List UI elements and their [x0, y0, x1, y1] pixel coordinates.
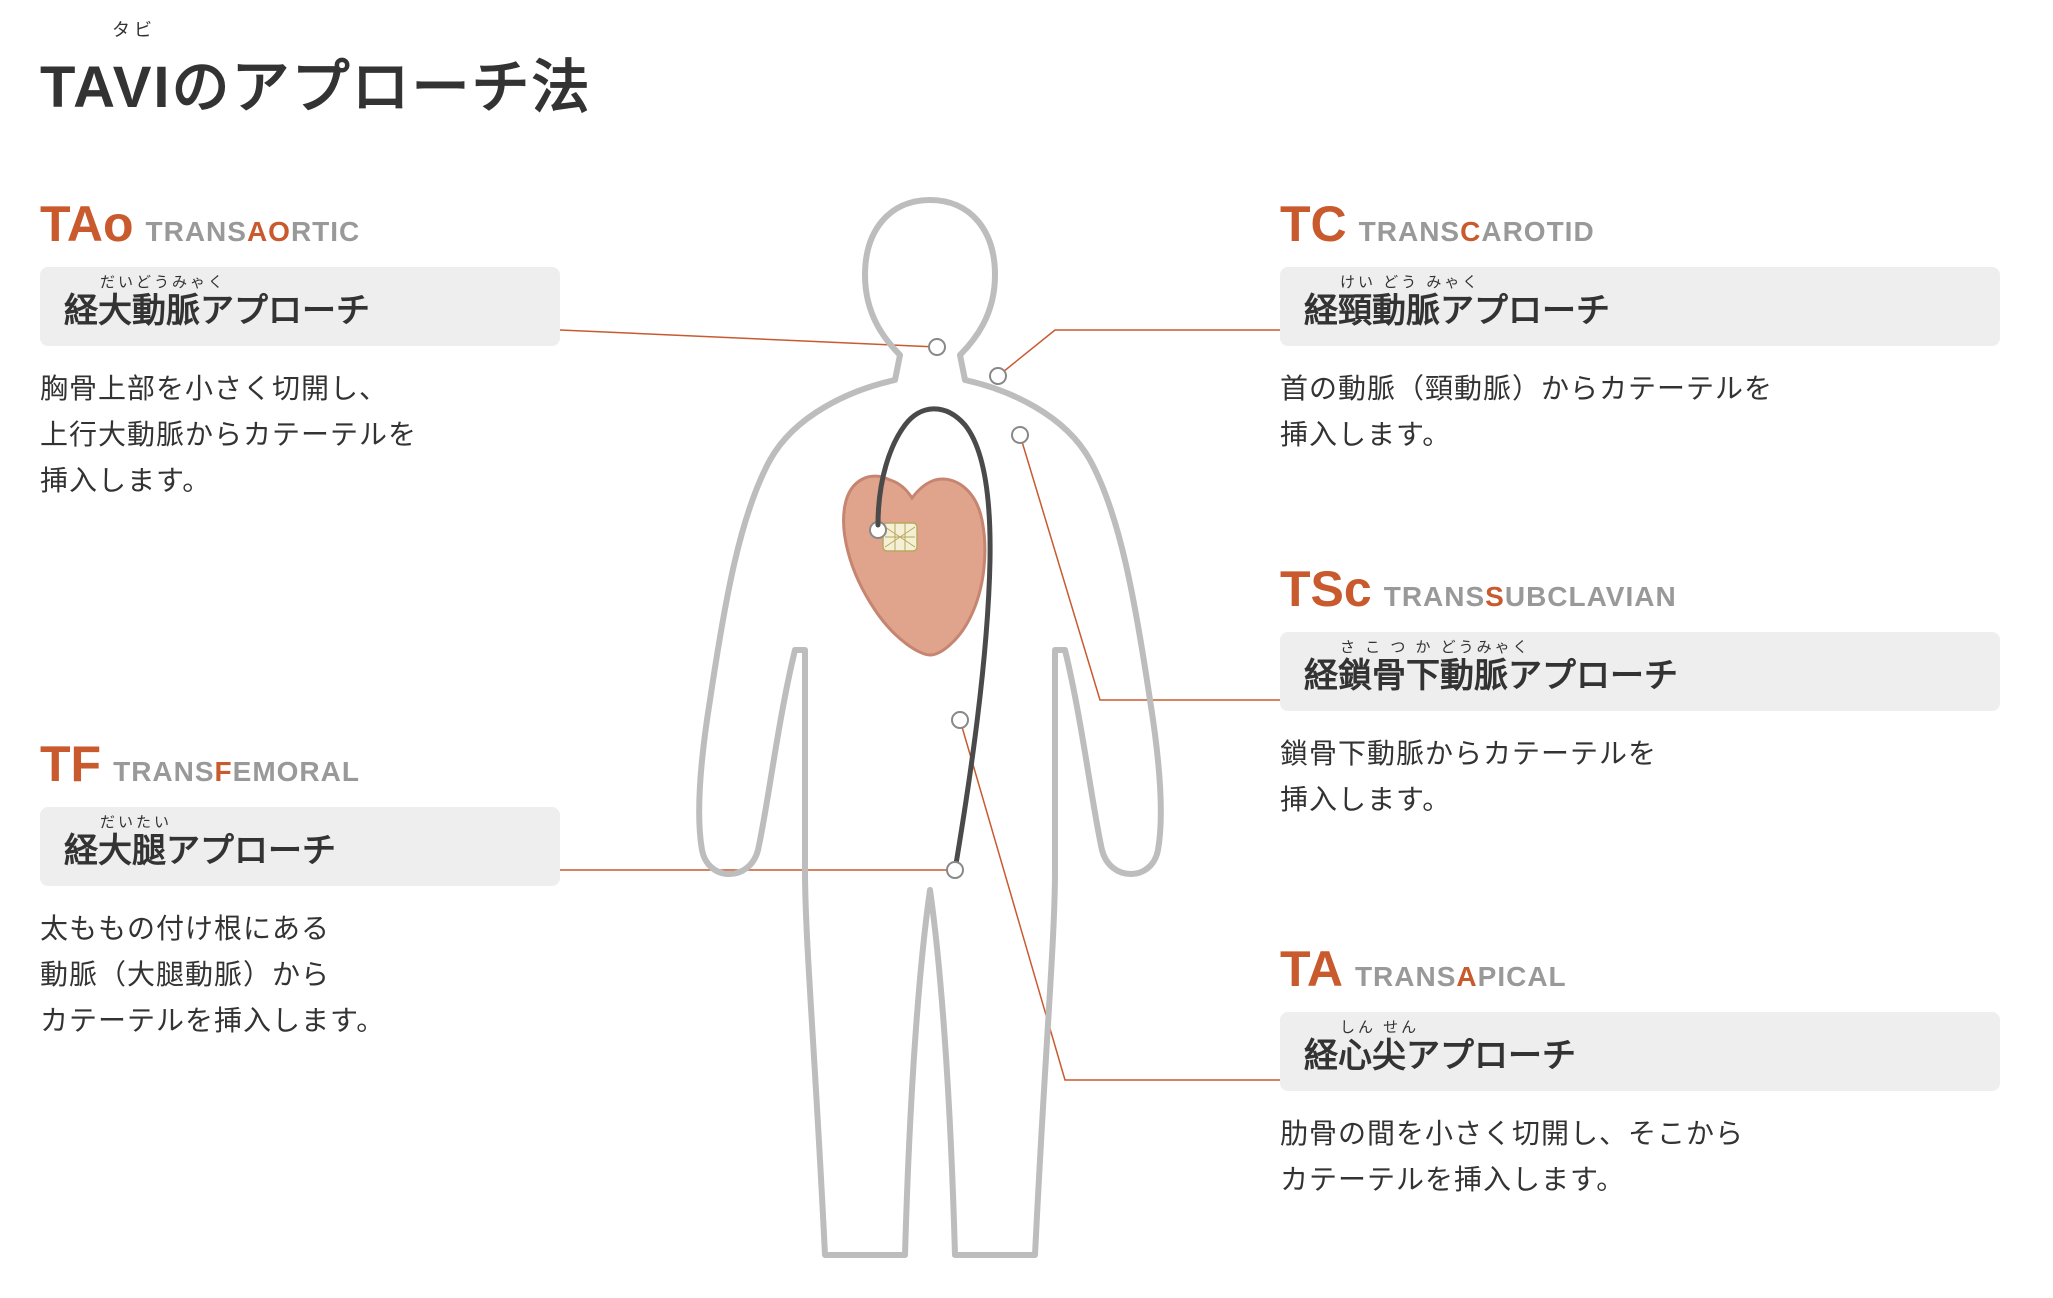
- tsc-desc: 鎖骨下動脈からカテーテルを挿入します。: [1280, 731, 2000, 823]
- ta-full: TRANSAPICAL: [1355, 961, 1567, 993]
- tf-pill-ruby: だいたい: [100, 811, 172, 832]
- tsc-full: TRANSSUBCLAVIAN: [1384, 581, 1677, 613]
- tc-pill: けい どう みゃく 経頸動脈アプローチ: [1280, 267, 2000, 346]
- tf-desc: 太ももの付け根にある動脈（大腿動脈）からカテーテルを挿入します。: [40, 906, 560, 1045]
- tc-full: TRANSCAROTID: [1359, 216, 1595, 248]
- tao-header: TAo TRANSAORTIC: [40, 195, 560, 253]
- tsc-pill-text: 経鎖骨下動脈アプローチ: [1304, 657, 1678, 695]
- tsc-pill: さ こ つ か どうみゃく 経鎖骨下動脈アプローチ: [1280, 632, 2000, 711]
- tao-pill: だいどうみゃく 経大動脈アプローチ: [40, 267, 560, 346]
- tao-abbr: TAo: [40, 195, 134, 253]
- entry-point-ta_apex: [952, 712, 968, 728]
- entry-point-tc_carotid: [990, 368, 1006, 384]
- body-diagram: [590, 180, 1270, 1260]
- approach-tsc: TSc TRANSSUBCLAVIAN さ こ つ か どうみゃく 経鎖骨下動脈…: [1280, 560, 2000, 823]
- tao-full: TRANSAORTIC: [146, 216, 361, 248]
- approach-tao: TAo TRANSAORTIC だいどうみゃく 経大動脈アプローチ 胸骨上部を小…: [40, 195, 560, 505]
- tao-pill-text: 経大動脈アプローチ: [64, 292, 370, 330]
- tc-abbr: TC: [1280, 195, 1347, 253]
- tf-pill-text: 経大腿アプローチ: [64, 832, 336, 870]
- tf-header: TF TRANSFEMORAL: [40, 735, 560, 793]
- page-title: タビ TAVIのアプローチ法: [40, 40, 592, 124]
- tc-header: TC TRANSCAROTID: [1280, 195, 2000, 253]
- entry-point-tao_upper_sternum: [929, 339, 945, 355]
- ta-pill-text: 経心尖アプローチ: [1304, 1037, 1576, 1075]
- entry-point-tsc_subclavian: [1012, 427, 1028, 443]
- ta-desc: 肋骨の間を小さく切開し、そこからカテーテルを挿入します。: [1280, 1111, 2000, 1203]
- tc-desc: 首の動脈（頸動脈）からカテーテルを挿入します。: [1280, 366, 2000, 458]
- tsc-abbr: TSc: [1280, 560, 1372, 618]
- tf-abbr: TF: [40, 735, 101, 793]
- tsc-header: TSc TRANSSUBCLAVIAN: [1280, 560, 2000, 618]
- title-text: TAVIのアプローチ法: [40, 55, 592, 120]
- ta-header: TA TRANSAPICAL: [1280, 940, 2000, 998]
- ta-pill: しん せん 経心尖アプローチ: [1280, 1012, 2000, 1091]
- tc-pill-ruby: けい どう みゃく: [1340, 271, 1480, 292]
- ta-pill-ruby: しん せん: [1340, 1016, 1419, 1037]
- tao-desc: 胸骨上部を小さく切開し、上行大動脈からカテーテルを挿入します。: [40, 366, 560, 505]
- tao-pill-ruby: だいどうみゃく: [100, 271, 226, 292]
- tf-pill: だいたい 経大腿アプローチ: [40, 807, 560, 886]
- tf-full: TRANSFEMORAL: [113, 756, 360, 788]
- entry-point-tf_femoral: [947, 862, 963, 878]
- title-ruby: タビ: [112, 16, 156, 42]
- approach-tf: TF TRANSFEMORAL だいたい 経大腿アプローチ 太ももの付け根にある…: [40, 735, 560, 1045]
- approach-ta: TA TRANSAPICAL しん せん 経心尖アプローチ 肋骨の間を小さく切開…: [1280, 940, 2000, 1203]
- tc-pill-text: 経頸動脈アプローチ: [1304, 292, 1610, 330]
- approach-tc: TC TRANSCAROTID けい どう みゃく 経頸動脈アプローチ 首の動脈…: [1280, 195, 2000, 458]
- ta-abbr: TA: [1280, 940, 1343, 998]
- tsc-pill-ruby: さ こ つ か どうみゃく: [1340, 636, 1531, 657]
